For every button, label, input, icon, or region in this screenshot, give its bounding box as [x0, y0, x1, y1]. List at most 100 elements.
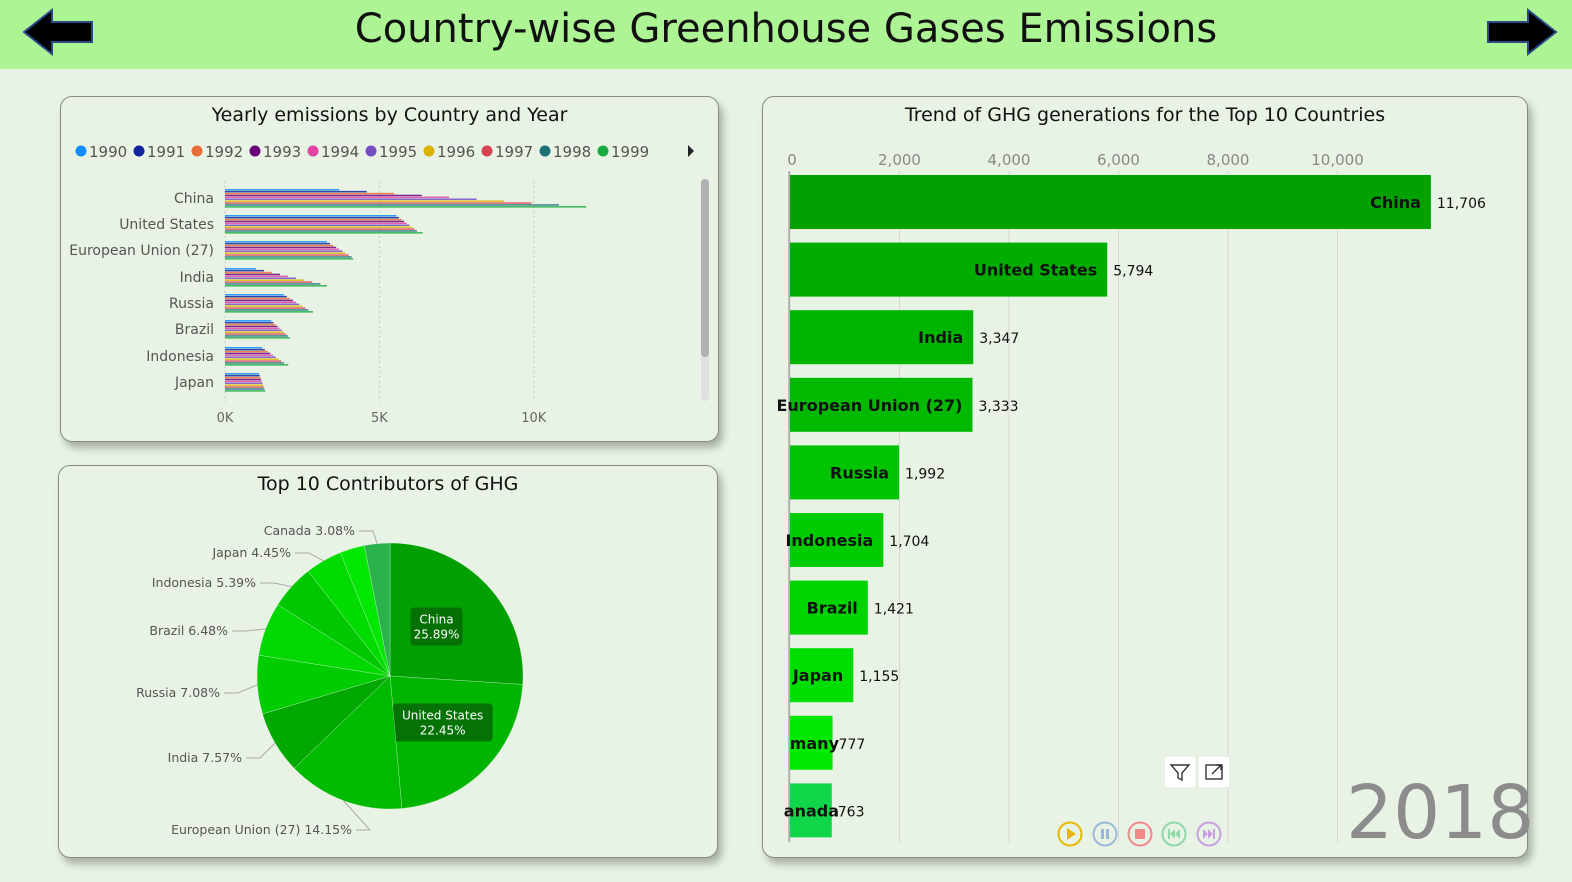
- bar-label-anada: anada: [784, 801, 839, 820]
- legend-marker-1999: [597, 145, 609, 157]
- bar-european-union-27-1992: [225, 244, 334, 247]
- bar-china-1991: [225, 190, 367, 193]
- bar-many: [790, 715, 833, 770]
- bar-brazil-1991: [225, 321, 274, 324]
- pie-label-russia: Russia 7.08%: [136, 685, 220, 700]
- bar-japan-1996: [225, 384, 264, 386]
- x-tick-label: 6,000: [1097, 151, 1140, 169]
- play-icon[interactable]: [1057, 821, 1083, 847]
- bar-united-states-1999: [225, 232, 423, 234]
- filter-icon[interactable]: [1165, 757, 1195, 787]
- legend-marker-1996: [423, 145, 435, 157]
- legend-label-1999: 1999: [611, 143, 649, 161]
- bar-india-1997: [225, 281, 313, 283]
- legend-label-1994: 1994: [321, 143, 359, 161]
- bar-european-union-27-1990: [225, 241, 327, 243]
- legend-marker-1997: [481, 145, 493, 157]
- pie-label-india: India 7.57%: [168, 750, 242, 765]
- page-title: Country-wise Greenhouse Gases Emissions: [354, 6, 1218, 52]
- bar-russia-1996: [225, 305, 303, 307]
- pause-icon[interactable]: [1092, 821, 1118, 847]
- x-tick-label: 2,000: [878, 151, 921, 169]
- legend-next-icon[interactable]: [688, 145, 694, 157]
- bar-label-brazil: Brazil: [807, 599, 858, 618]
- x-tick-label: 4,000: [988, 151, 1031, 169]
- bar-brazil-1996: [225, 331, 284, 333]
- bar-india-1999: [225, 285, 327, 287]
- legend-marker-1994: [307, 145, 319, 157]
- bar-indonesia: [790, 513, 884, 567]
- x-tick-label: 0: [787, 151, 797, 169]
- bar-china-1994: [225, 196, 450, 199]
- x-tick-label: 5K: [371, 411, 388, 426]
- pie-leader-line: [359, 530, 378, 544]
- trend-title: Trend of GHG generations for the Top 10 …: [904, 104, 1386, 126]
- bar-japan-1999: [225, 390, 266, 392]
- bar-brazil-1993: [225, 325, 278, 328]
- fast-forward-icon[interactable]: [1196, 821, 1222, 847]
- legend-marker-1993: [249, 145, 261, 157]
- bar-united-states-1997: [225, 228, 415, 230]
- bar-label-indonesia: Indonesia: [785, 531, 873, 550]
- bar-european-union-27-1997: [225, 254, 349, 256]
- stop-icon[interactable]: [1127, 821, 1153, 847]
- bar-india-1995: [225, 277, 297, 279]
- bar-japan-1998: [225, 388, 265, 390]
- bar-value-india: 3,347: [979, 331, 1019, 347]
- bar-brazil-1997: [225, 333, 286, 335]
- bar-value-european-union-27: 3,333: [978, 399, 1018, 415]
- pie-leader-line: [224, 684, 258, 694]
- bar-japan-1991: [225, 374, 260, 377]
- category-label-russia: Russia: [169, 296, 214, 312]
- legend-marker-1995: [365, 145, 377, 157]
- bar-china-1996: [225, 200, 505, 202]
- pie-data-label-value: 22.45%: [420, 723, 466, 737]
- bar-indonesia-1996: [225, 358, 279, 360]
- yearly-emissions-chart: 1990 1991 1992 1993 1994 1995 1996 1997 1998 1999…: [69, 143, 709, 426]
- bar-russia-1994: [225, 301, 297, 304]
- bar-value-brazil: 1,421: [874, 602, 914, 618]
- trend-panel: Trend of GHG generations for the Top 10 …: [762, 96, 1528, 858]
- legend-label-1997: 1997: [495, 143, 533, 161]
- bar-china-1997: [225, 202, 532, 204]
- bar-value-japan: 1,155: [859, 669, 899, 685]
- pie-data-label-name: United States: [402, 708, 483, 722]
- bar-japan-1994: [225, 380, 262, 383]
- bar-india-1991: [225, 269, 264, 272]
- bar-value-many: 777: [839, 737, 866, 753]
- bar-european-union-27: [790, 377, 973, 432]
- bar-indonesia-1992: [225, 350, 268, 353]
- bar-russia-1993: [225, 299, 293, 302]
- legend-label-1995: 1995: [379, 143, 417, 161]
- legend-label-1998: 1998: [553, 143, 591, 161]
- bar-russia: [790, 445, 900, 500]
- bar-united-states: [790, 242, 1108, 297]
- bar-indonesia-1998: [225, 362, 285, 364]
- bar-brazil-1990: [225, 320, 272, 322]
- category-label-european-union-27: European Union (27): [69, 243, 214, 259]
- bar-indonesia-1994: [225, 354, 274, 357]
- bar-united-states-1994: [225, 222, 407, 225]
- bar-brazil: [790, 580, 868, 635]
- bar-india-1996: [225, 279, 305, 281]
- yearly-emissions-panel: Yearly emissions by Country and Year 199…: [60, 96, 719, 442]
- legend-label-1992: 1992: [205, 143, 243, 161]
- bar-indonesia-1997: [225, 360, 282, 362]
- pie-label-brazil: Brazil 6.48%: [149, 623, 228, 638]
- legend-marker-1990: [75, 145, 87, 157]
- bar-united-states-1998: [225, 230, 417, 232]
- bar-european-union-27-1998: [225, 256, 352, 258]
- bar-russia-1998: [225, 309, 309, 311]
- forward-arrow-icon[interactable]: [1484, 8, 1558, 56]
- scrollbar-thumb[interactable]: [701, 179, 709, 357]
- bar-united-states-1992: [225, 218, 402, 221]
- back-arrow-icon[interactable]: [22, 8, 96, 56]
- focus-mode-icon[interactable]: [1199, 757, 1229, 787]
- pie-leader-line: [260, 582, 292, 588]
- rewind-icon[interactable]: [1161, 821, 1187, 847]
- bar-label-india: India: [918, 328, 963, 347]
- bar-value-russia: 1,992: [905, 466, 945, 482]
- bar-indonesia-1990: [225, 347, 263, 349]
- bar-european-union-27-1994: [225, 248, 340, 251]
